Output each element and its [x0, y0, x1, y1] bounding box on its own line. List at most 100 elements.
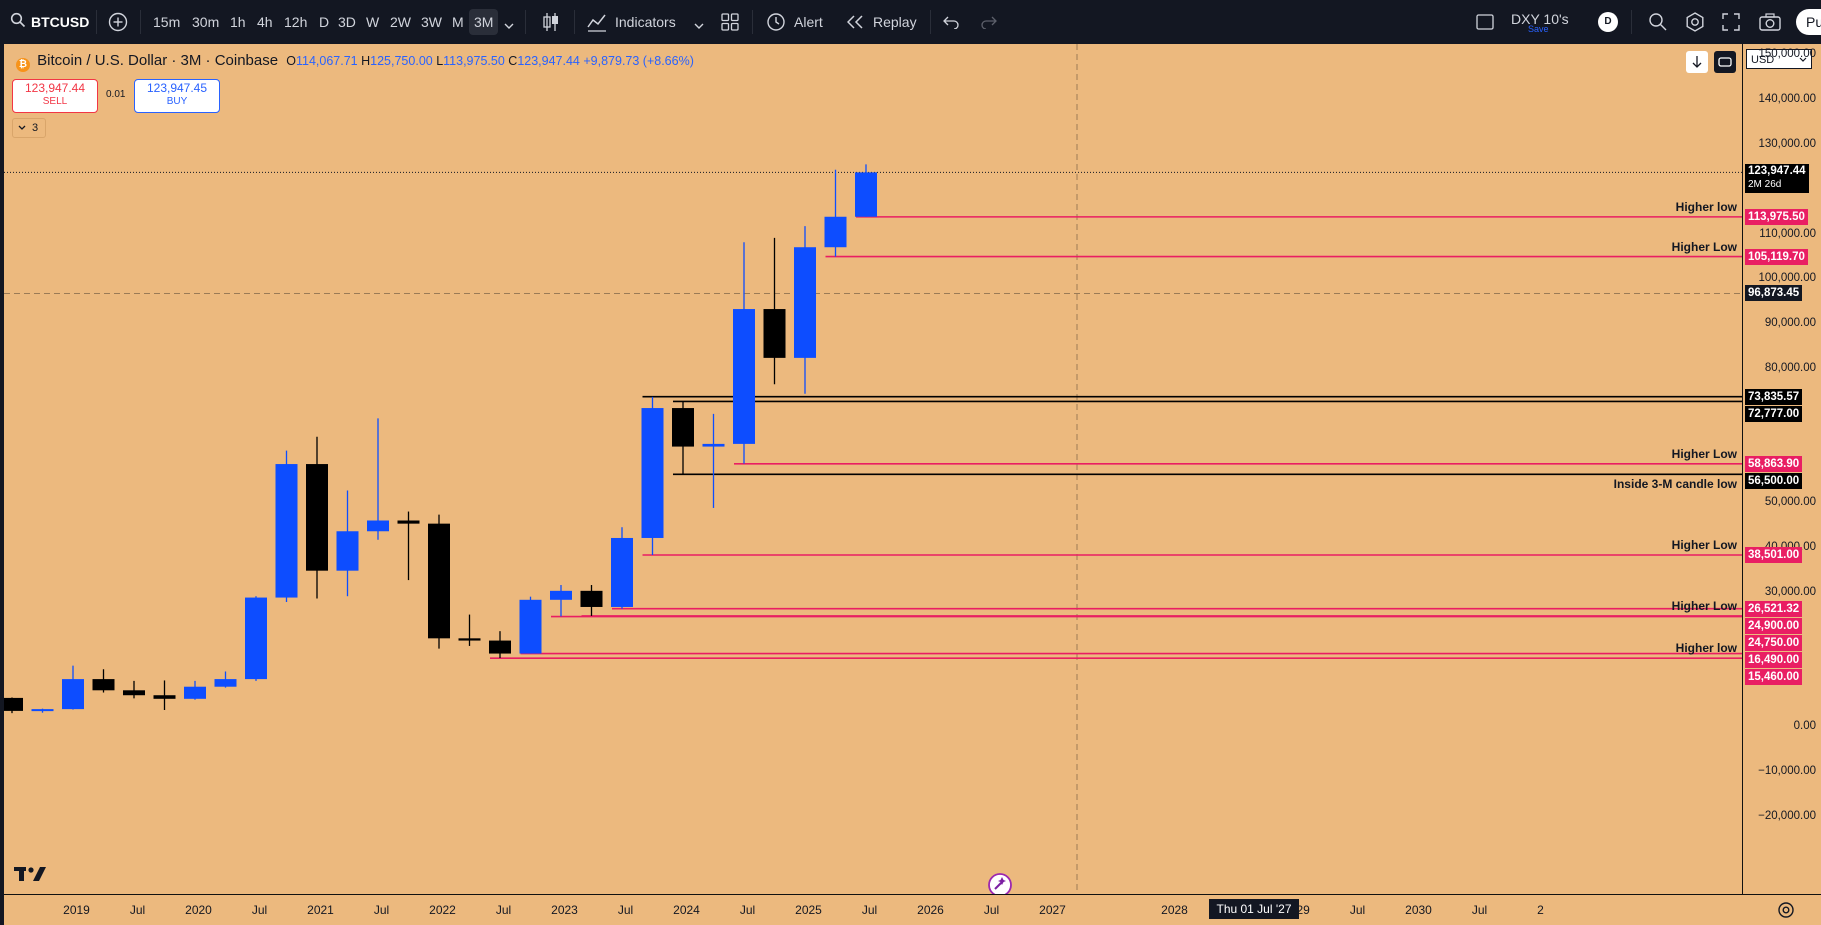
time-axis-settings-icon[interactable] [1777, 901, 1795, 924]
redo-icon[interactable] [981, 15, 997, 32]
y-axis-tick: 140,000.00 [1758, 93, 1816, 106]
quick-search-icon[interactable] [1648, 12, 1668, 35]
x-axis-tick: 2028 [1161, 903, 1188, 917]
candle[interactable] [641, 396, 664, 555]
tradingview-logo[interactable] [14, 864, 48, 887]
level-annotation[interactable]: Higher Low [1671, 598, 1737, 613]
candle-body [275, 464, 298, 598]
candlestick-chart[interactable] [4, 44, 1742, 894]
timeframe-12h[interactable]: 12h [284, 14, 308, 30]
buy-button[interactable]: 123,947.45 BUY [134, 79, 220, 113]
timeframe-d[interactable]: D [319, 14, 330, 30]
replay-icon[interactable] [846, 15, 863, 32]
candle[interactable] [397, 511, 420, 581]
timeframe-m[interactable]: M [452, 14, 464, 30]
alert-clock-icon[interactable] [766, 12, 786, 35]
candle[interactable] [794, 226, 816, 394]
symbol-search[interactable]: BTCUSD [31, 14, 90, 30]
candle[interactable] [458, 614, 481, 646]
candle[interactable] [428, 514, 450, 649]
price-axis[interactable]: USD 150,000.00 140,000.00 130,000.00 110,00… [1742, 44, 1821, 894]
close-label: C [508, 54, 518, 68]
candle[interactable] [580, 585, 603, 616]
candle[interactable] [733, 242, 755, 464]
symbol-title[interactable]: Bitcoin / U.S. Dollar · 3M · Coinbase [37, 52, 279, 69]
candle[interactable] [611, 527, 633, 609]
candle[interactable] [550, 585, 572, 617]
timeframe-w[interactable]: W [366, 14, 380, 30]
price-axis-label-text: 56,500.00 [1748, 474, 1800, 487]
candle[interactable] [153, 680, 176, 711]
x-axis-tick: Jul [739, 903, 756, 917]
timeframe-4h[interactable]: 4h [257, 14, 273, 30]
avatar[interactable]: D [1598, 12, 1618, 32]
level-annotation[interactable]: Inside 3-M candle low [1613, 477, 1737, 492]
sync-button[interactable] [1714, 51, 1736, 73]
collapsed-indicators-toggle[interactable]: 3 [12, 118, 46, 138]
candle[interactable] [62, 665, 84, 710]
candle[interactable] [367, 418, 389, 540]
candle[interactable] [672, 401, 694, 475]
save-status: Save [1528, 24, 1549, 34]
timeframe-2w[interactable]: 2W [390, 14, 411, 30]
candle[interactable] [4, 697, 23, 714]
candle[interactable] [214, 671, 237, 688]
candle[interactable] [123, 680, 145, 699]
indicators-icon[interactable] [587, 12, 607, 35]
buy-price: 123,947.45 [146, 81, 208, 95]
level-annotation[interactable]: Higher Low [1671, 446, 1737, 461]
candle[interactable] [184, 680, 206, 700]
sell-button[interactable]: 123,947.44 SELL [12, 79, 98, 113]
candle-body [184, 686, 206, 699]
timeframe-3m[interactable]: 3M [469, 9, 499, 35]
level-annotation[interactable]: Higher low [1675, 641, 1737, 656]
indicators-button[interactable]: Indicators [615, 14, 676, 30]
settings-gear-icon[interactable] [1685, 12, 1705, 35]
timeframe-1h[interactable]: 1h [230, 14, 246, 30]
candle[interactable] [489, 631, 511, 659]
alert-button[interactable]: Alert [794, 14, 823, 30]
search-icon[interactable] [10, 12, 26, 31]
scroll-down-button[interactable] [1686, 51, 1708, 73]
level-annotation[interactable]: Higher Low [1671, 537, 1737, 552]
layout-icon[interactable] [1476, 14, 1494, 33]
candle[interactable] [92, 669, 115, 693]
replay-button[interactable]: Replay [873, 14, 917, 30]
candle[interactable] [275, 450, 298, 603]
currency-select[interactable]: USD [1746, 49, 1812, 69]
candle[interactable] [245, 596, 267, 681]
x-axis-tick: 2027 [1039, 903, 1066, 917]
candle[interactable] [306, 436, 328, 599]
candle-body [611, 537, 633, 607]
candle[interactable] [824, 169, 847, 257]
chart-pane[interactable]: ₿ Bitcoin / U.S. Dollar · 3M · Coinbase … [4, 44, 1742, 894]
price-axis-label: 26,521.32 [1745, 600, 1803, 617]
x-axis-tick: 2030 [1405, 903, 1432, 917]
magic-assistant-icon[interactable] [987, 872, 1013, 894]
candles-icon[interactable] [542, 12, 560, 35]
undo-icon[interactable] [943, 15, 959, 32]
publish-button[interactable]: Pu [1796, 9, 1821, 35]
timeframe-30m[interactable]: 30m [192, 14, 220, 30]
candle[interactable] [336, 490, 359, 597]
level-annotation[interactable]: Higher low [1675, 199, 1737, 214]
candle[interactable] [702, 413, 725, 508]
layout-name[interactable]: DXY 10's [1511, 11, 1569, 27]
camera-icon[interactable] [1759, 13, 1781, 34]
price-axis-label: 16,490.00 [1745, 651, 1803, 668]
time-axis[interactable]: 2019 Jul 2020 Jul 2021 Jul 2022 Jul 2023 Jul 2024 J… [4, 894, 1821, 925]
timeframe-15m[interactable]: 15m [153, 14, 181, 30]
candle[interactable] [31, 708, 54, 713]
level-annotation[interactable]: Higher Low [1671, 239, 1737, 254]
open-label: O [286, 54, 296, 68]
candle[interactable] [763, 237, 786, 385]
chevron-down-icon[interactable] [504, 17, 514, 33]
add-symbol-icon[interactable] [108, 12, 128, 35]
timeframe-3d[interactable]: 3D [338, 14, 356, 30]
timeframe-3w[interactable]: 3W [421, 14, 442, 30]
candle[interactable] [519, 596, 542, 654]
fullscreen-icon[interactable] [1722, 13, 1740, 34]
templates-icon[interactable] [721, 13, 739, 34]
candle[interactable] [855, 164, 877, 217]
chevron-down-icon[interactable] [694, 17, 704, 33]
